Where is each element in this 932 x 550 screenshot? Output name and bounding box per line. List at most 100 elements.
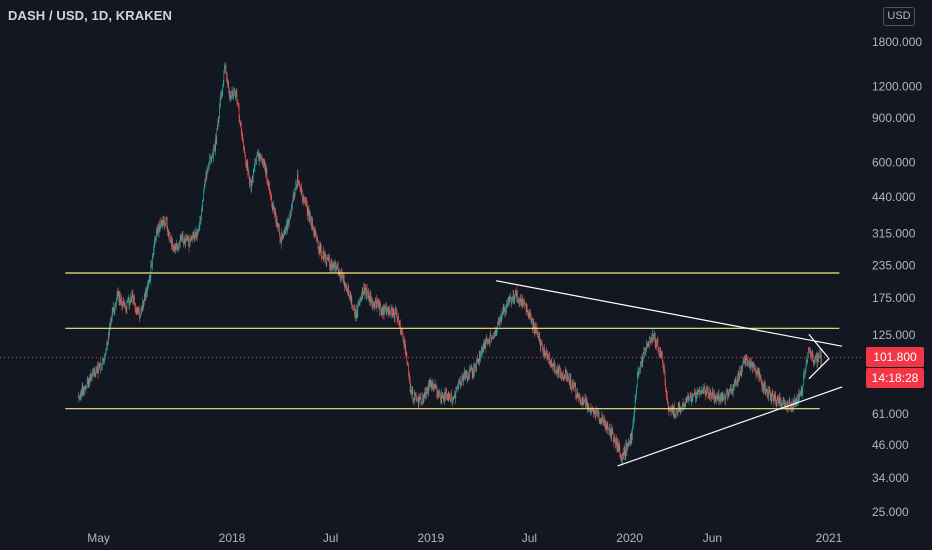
- candle-body: [620, 454, 622, 459]
- candle-body: [634, 398, 636, 408]
- candle-body: [180, 237, 182, 238]
- candle-body: [797, 396, 798, 404]
- currency-badge[interactable]: USD: [883, 7, 915, 26]
- candle-body: [371, 300, 372, 302]
- candle-body: [442, 392, 444, 396]
- candle-body: [152, 253, 154, 255]
- candle-body: [491, 336, 492, 340]
- candle-body: [530, 312, 531, 316]
- candle-body: [133, 297, 135, 299]
- candle-body: [421, 400, 422, 403]
- candle-body: [816, 354, 818, 364]
- candle-body: [804, 371, 806, 375]
- x-tick-label: Jul: [522, 531, 537, 545]
- candle-body: [367, 293, 369, 295]
- candle-body: [227, 82, 229, 85]
- candle-body: [672, 407, 674, 413]
- candle-body: [757, 372, 758, 374]
- candle-body: [809, 348, 810, 352]
- candle-body: [406, 352, 407, 357]
- candle-body: [796, 396, 798, 402]
- candle-body: [627, 444, 628, 446]
- candle-body: [268, 181, 269, 188]
- candle-body: [384, 306, 386, 307]
- candle-body: [507, 301, 508, 306]
- candle-body: [255, 162, 257, 163]
- candle-body: [329, 257, 330, 267]
- candle-body: [564, 377, 565, 379]
- candle-body: [169, 233, 171, 242]
- candle-body: [688, 395, 689, 402]
- candle-body: [316, 235, 317, 239]
- candle-body: [510, 296, 512, 300]
- candle-body: [571, 385, 573, 388]
- candle-body: [128, 297, 129, 300]
- candle-body: [729, 389, 731, 391]
- candle-body: [546, 352, 547, 358]
- candle-body: [167, 230, 168, 232]
- x-tick-label: 2018: [219, 531, 246, 545]
- candle-body: [101, 365, 103, 367]
- candle-body: [84, 387, 86, 389]
- candle-body: [358, 302, 360, 306]
- candle-body: [656, 344, 657, 346]
- candle-body: [732, 388, 734, 393]
- candle-body: [313, 229, 314, 235]
- candle-body: [90, 373, 92, 378]
- candle-body: [437, 393, 438, 396]
- candle-body: [498, 322, 500, 325]
- candle-body: [564, 377, 566, 380]
- trend-line[interactable]: [496, 280, 843, 347]
- candle-body: [628, 440, 630, 445]
- candle-body: [329, 264, 331, 267]
- candle-body: [569, 380, 570, 385]
- candle-body: [431, 382, 432, 387]
- candle-body: [219, 105, 220, 117]
- candle-body: [196, 232, 197, 238]
- candle-body: [497, 323, 499, 325]
- candle-body: [96, 365, 98, 372]
- candle-body: [276, 219, 278, 227]
- candle-body: [162, 220, 163, 227]
- candle-body: [750, 358, 751, 368]
- candle-body: [224, 68, 225, 74]
- candle-body: [485, 341, 486, 348]
- candle-body: [285, 229, 287, 231]
- candle-body: [695, 393, 696, 399]
- candle-body: [215, 137, 216, 151]
- candle-body: [292, 196, 294, 201]
- candle-body: [662, 361, 664, 363]
- candle-body: [813, 362, 814, 364]
- candle-body: [691, 398, 692, 402]
- candle-body: [547, 352, 548, 359]
- candle-body: [398, 318, 399, 321]
- candle-body: [521, 298, 523, 306]
- candle-body: [251, 181, 252, 190]
- candle-body: [212, 153, 214, 156]
- candle-body: [601, 418, 602, 423]
- candle-body: [194, 233, 196, 240]
- candle-body: [505, 309, 506, 314]
- candle-body: [441, 392, 442, 400]
- candle-body: [85, 386, 87, 390]
- candle-body: [270, 192, 271, 198]
- candle-body: [475, 364, 476, 367]
- candle-body: [375, 301, 376, 309]
- candle-body: [378, 302, 379, 307]
- candle-body: [256, 154, 258, 157]
- trend-line[interactable]: [617, 386, 843, 467]
- candle-body: [520, 302, 522, 306]
- candle-body: [94, 370, 95, 374]
- candle-body: [577, 388, 578, 396]
- candle-body: [358, 302, 359, 305]
- candle-body: [306, 202, 307, 206]
- candle-body: [784, 403, 785, 406]
- candle-body: [692, 398, 693, 400]
- candle-body: [714, 394, 716, 401]
- candle-body: [185, 238, 186, 244]
- candle-body: [353, 308, 354, 310]
- candle-body: [360, 299, 361, 301]
- pennant-pattern[interactable]: [808, 333, 830, 380]
